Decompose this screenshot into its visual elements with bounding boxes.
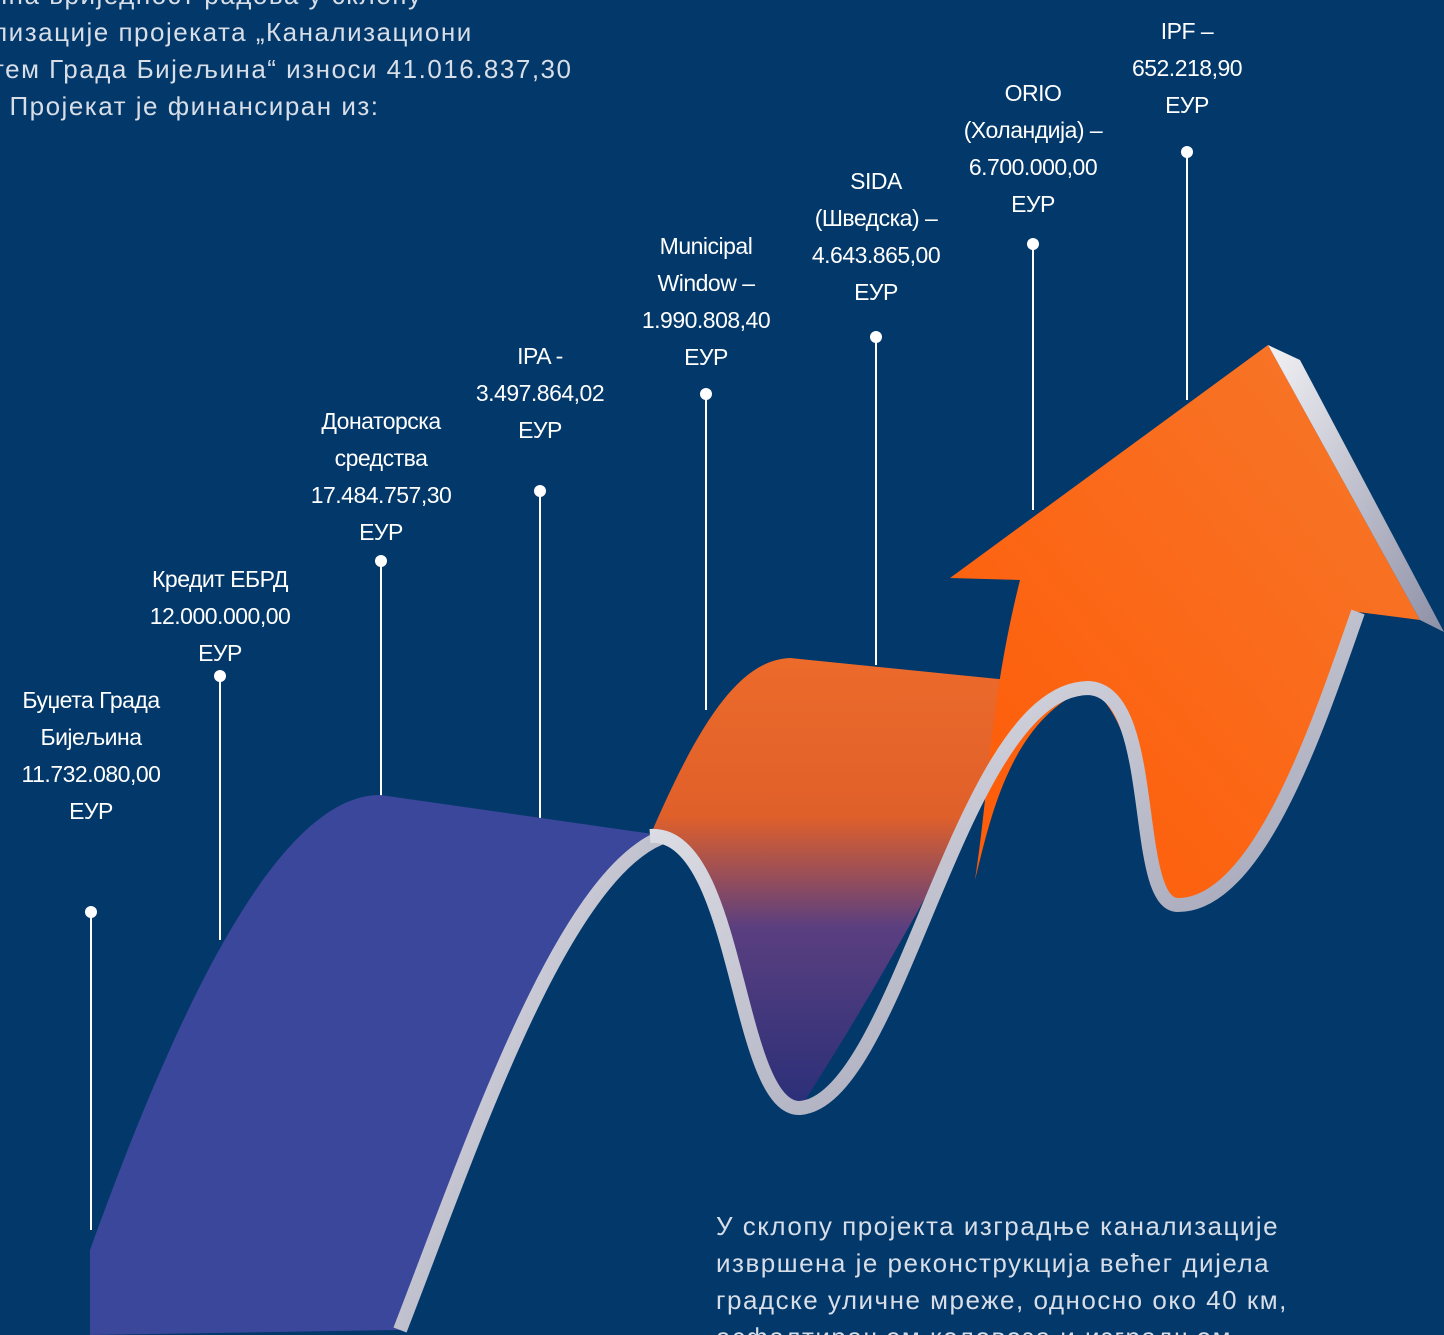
ribbon-arrow — [90, 345, 1444, 1335]
source-label: 4.643.865,00 — [812, 242, 940, 268]
source-label: SIDA — [850, 168, 903, 194]
leader-dot — [1181, 146, 1193, 158]
source-label: ЕУР — [1165, 92, 1209, 118]
leader-dot — [870, 331, 882, 343]
leader-dot — [375, 555, 387, 567]
source-label: Донаторска — [321, 408, 441, 434]
source-label: Бијељина — [40, 724, 142, 750]
source-label: средства — [335, 445, 428, 471]
source-label: (Шведска) – — [815, 205, 938, 231]
source-label: Window – — [658, 270, 756, 296]
source-label: Municipal — [660, 233, 753, 259]
source-label: Кредит ЕБРД — [152, 566, 289, 592]
source-label: ORIO — [1005, 80, 1062, 106]
leader-dot — [85, 906, 97, 918]
source-label: Буџета Града — [22, 687, 160, 713]
footer-text: У склопу пројекта изградње канализације — [716, 1211, 1279, 1241]
source-label: IPA - — [517, 343, 563, 369]
source-label: 1.990.808,40 — [642, 307, 770, 333]
source-label: 652.218,90 — [1132, 55, 1242, 81]
source-label: ЕУР — [518, 417, 562, 443]
source-label: 11.732.080,00 — [22, 761, 161, 787]
source-label: IPF – — [1161, 18, 1214, 44]
footer-text: асфалтирањем коловоза и изградњом — [716, 1322, 1232, 1335]
intro-text: тем Града Бијељина“ износи 41.016.837,30 — [0, 54, 572, 84]
footer-text: градске уличне мреже, односно око 40 км, — [716, 1285, 1288, 1315]
leader-dot — [1027, 238, 1039, 250]
source-label: ЕУР — [359, 519, 403, 545]
source-label: ЕУР — [854, 279, 898, 305]
source-label: ЕУР — [69, 798, 113, 824]
intro-text: лизације пројеката „Канализациони — [0, 17, 473, 47]
source-label: 17.484.757,30 — [311, 482, 452, 508]
intro-text: . Пројекат је финансиран из: — [0, 91, 380, 121]
source-label: 12.000.000,00 — [150, 603, 291, 629]
leader-dot — [700, 388, 712, 400]
leader-dot — [214, 670, 226, 682]
intro-text: лна вриједност радова у склопу — [0, 0, 422, 10]
source-label: 6.700.000,00 — [969, 154, 1097, 180]
source-label: ЕУР — [198, 640, 242, 666]
source-label: ЕУР — [1011, 191, 1055, 217]
source-label: 3.497.864,02 — [476, 380, 604, 406]
source-label: (Холандија) – — [964, 117, 1103, 143]
footer-text: извршена је реконструкција већег дијела — [716, 1248, 1270, 1278]
source-label: ЕУР — [684, 344, 728, 370]
leader-dot — [534, 485, 546, 497]
